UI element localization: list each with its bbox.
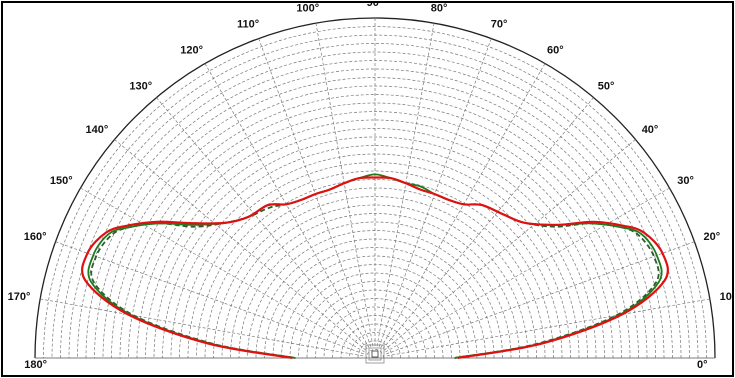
angle-tick-label: 130° xyxy=(129,80,152,92)
origin-square xyxy=(371,350,379,358)
angle-tick-label: 0° xyxy=(697,359,708,371)
grid-ring xyxy=(43,26,707,359)
angle-tick-label: 140° xyxy=(86,124,109,136)
grid-ring xyxy=(68,51,682,359)
angle-tick-label: 160° xyxy=(24,231,47,243)
grid-ring xyxy=(128,111,622,359)
grid-ring xyxy=(34,17,716,359)
polar-chart: 0° 10° 20° 30° 40° 50° 60° 70° 80° 90° 100° 110° 120… xyxy=(8,3,732,371)
angle-tick-label: 70° xyxy=(491,19,508,31)
grid-ring xyxy=(238,221,512,359)
angle-tick-label: 40° xyxy=(642,124,659,136)
angle-tick-label: 90° xyxy=(367,3,384,9)
origin-square xyxy=(368,347,382,361)
grid-spoke xyxy=(383,139,636,351)
grid-ring xyxy=(264,247,486,359)
grid-ring xyxy=(204,187,546,359)
angle-tick-labels: 0° 10° 20° 30° 40° 50° 60° 70° 80° 90° 100° 110° 120… xyxy=(8,3,732,371)
origin-marker xyxy=(365,344,385,364)
grid-ring xyxy=(298,281,452,359)
angle-tick-label: 10° xyxy=(720,291,732,303)
grid-spoke xyxy=(114,139,367,351)
grid-spoke xyxy=(382,97,594,350)
grid-ring xyxy=(332,315,418,359)
angle-tick-label: 20° xyxy=(704,231,721,243)
angle-tick-label: 50° xyxy=(598,80,615,92)
grid-ring xyxy=(136,119,614,359)
angle-tick-label: 30° xyxy=(677,175,694,187)
angle-tick-label: 180° xyxy=(24,359,47,371)
angle-tick-label: 150° xyxy=(50,175,73,187)
grid-ring xyxy=(366,349,384,359)
angle-tick-label: 60° xyxy=(547,45,564,57)
origin-square xyxy=(365,344,385,364)
grid-ring xyxy=(213,196,537,359)
grid-ring xyxy=(289,272,461,359)
angle-tick-label: 100° xyxy=(296,3,319,14)
angle-tick-label: 170° xyxy=(8,291,31,303)
series-layer xyxy=(81,173,669,360)
grid-ring xyxy=(153,136,597,359)
grid-ring xyxy=(102,85,648,359)
grid-ring xyxy=(179,162,571,359)
series-line-1 xyxy=(81,176,669,360)
angle-tick-label: 80° xyxy=(431,3,448,14)
grid-ring xyxy=(187,170,563,359)
grid-ring xyxy=(349,332,401,359)
angle-tick-label: 120° xyxy=(180,45,203,57)
grid-ring xyxy=(340,323,410,359)
grid-ring xyxy=(85,68,665,359)
grid-ring xyxy=(315,298,435,359)
series-line-2 xyxy=(87,173,663,359)
grid-ring xyxy=(323,306,427,359)
grid-ring xyxy=(60,43,690,359)
grid-ring xyxy=(272,255,478,359)
angle-tick-label: 110° xyxy=(237,19,259,31)
